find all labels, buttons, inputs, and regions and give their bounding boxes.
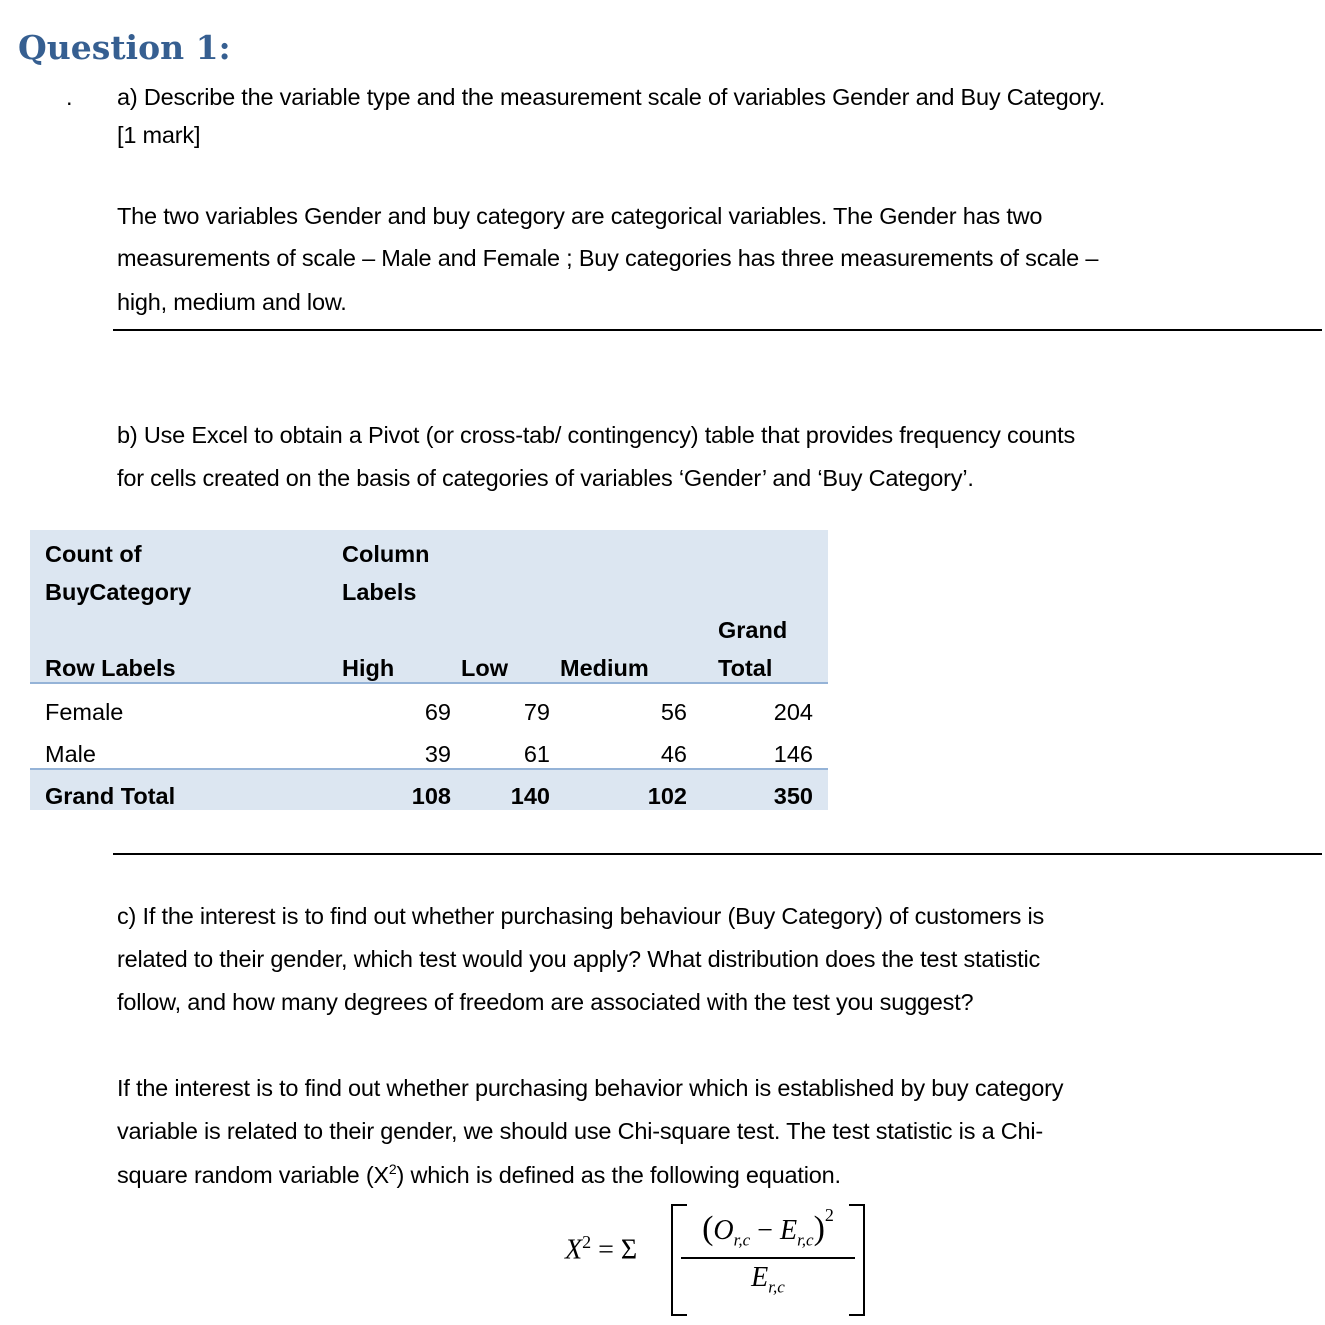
left-bracket: [671, 1204, 687, 1316]
formula-lhs: X: [565, 1234, 583, 1266]
subscript: r,c: [797, 1230, 814, 1250]
count-of-label: Count of: [45, 541, 142, 567]
cell: 61: [451, 726, 550, 769]
answer-text: square random variable (X: [117, 1161, 389, 1188]
cell: 146: [687, 726, 828, 769]
subscript: r,c: [733, 1230, 751, 1250]
row-label: Female: [30, 683, 342, 726]
right-bracket: [849, 1204, 865, 1316]
fraction-bar: [681, 1257, 855, 1259]
superscript: 2: [388, 1161, 397, 1177]
exponent: 2: [824, 1204, 834, 1225]
divider: [113, 329, 1322, 331]
column-labels-label: Column: [342, 541, 430, 567]
cell: 108: [342, 768, 451, 810]
part-c-answer: variable is related to their gender, we …: [117, 1118, 1044, 1144]
cell: 69: [342, 683, 451, 726]
cell: 79: [451, 683, 550, 726]
cell: 46: [550, 726, 687, 769]
cell: 140: [451, 768, 550, 810]
cell: 39: [342, 726, 451, 769]
observed: O: [713, 1215, 734, 1246]
cell: 350: [687, 768, 828, 810]
column-labels-label: Labels: [342, 579, 417, 605]
grand-total-row: Grand Total 108 140 102 350: [30, 768, 828, 810]
row-label: Male: [30, 726, 342, 769]
expected: E: [751, 1262, 769, 1293]
part-a-mark: [1 mark]: [117, 122, 201, 148]
part-a-question: a) Describe the variable type and the me…: [117, 84, 1106, 110]
bullet: .: [66, 84, 73, 110]
part-a-answer: high, medium and low.: [117, 289, 347, 315]
part-b-question: for cells created on the basis of catego…: [117, 465, 974, 491]
grand-total-header: Total: [687, 644, 828, 684]
table-row: Female 69 79 56 204: [30, 683, 828, 726]
answer-text: ) which is defined as the following equa…: [396, 1161, 842, 1188]
row-labels-header: Row Labels: [30, 644, 342, 684]
part-c-question: related to their gender, which test woul…: [117, 946, 1041, 972]
cell: 102: [550, 768, 687, 810]
divider: [113, 853, 1322, 855]
cell: 56: [550, 683, 687, 726]
part-a-answer: measurements of scale – Male and Female …: [117, 245, 1099, 271]
denominator: Er,c: [681, 1262, 855, 1298]
count-of-label: BuyCategory: [45, 579, 192, 605]
part-c-question: follow, and how many degrees of freedom …: [117, 989, 974, 1015]
cell: 204: [687, 683, 828, 726]
page-title: Question 1:: [18, 28, 231, 67]
column-header-medium: Medium: [550, 644, 687, 684]
column-header-low: Low: [451, 644, 550, 684]
row-label: Grand Total: [30, 768, 342, 810]
part-c-answer: If the interest is to find out whether p…: [117, 1075, 1064, 1101]
pivot-table: Count of Column BuyCategory Labels Grand…: [30, 530, 828, 810]
subscript: r,c: [768, 1277, 785, 1297]
column-header-high: High: [342, 644, 451, 684]
formula-exponent: 2: [582, 1232, 592, 1252]
part-b-question: b) Use Excel to obtain a Pivot (or cross…: [117, 422, 1076, 448]
part-c-answer: square random variable (X2) which is def…: [117, 1161, 841, 1189]
grand-total-header: Grand: [718, 617, 788, 643]
table-row: Male 39 61 46 146: [30, 726, 828, 769]
formula-sum: = Σ: [598, 1234, 638, 1266]
expected: E: [779, 1215, 798, 1246]
part-c-question: c) If the interest is to find out whethe…: [117, 903, 1045, 929]
numerator: (Or,c − Er,c)2: [702, 1204, 834, 1250]
minus: −: [757, 1215, 773, 1246]
part-a-answer: The two variables Gender and buy categor…: [117, 203, 1043, 229]
